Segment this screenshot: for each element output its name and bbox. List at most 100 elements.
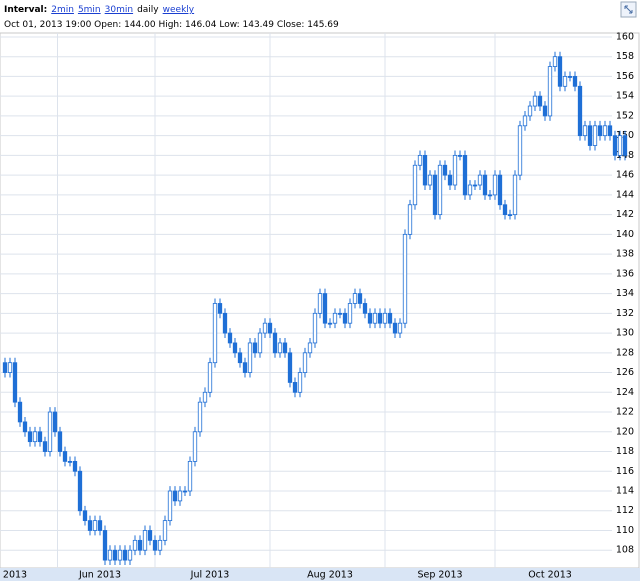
y-tick-label: 112 bbox=[616, 505, 634, 516]
candle-body bbox=[587, 125, 593, 146]
y-tick-label: 142 bbox=[616, 209, 634, 220]
y-tick-label: 156 bbox=[616, 71, 634, 82]
candle-body bbox=[327, 322, 333, 325]
candle-body bbox=[267, 322, 273, 334]
candle-body bbox=[172, 490, 178, 502]
y-tick-label: 110 bbox=[616, 525, 634, 536]
y-tick-label: 132 bbox=[616, 308, 634, 319]
candle-body bbox=[112, 549, 118, 561]
candle-body bbox=[387, 312, 393, 324]
candle-body bbox=[207, 362, 213, 393]
y-tick-label: 122 bbox=[616, 407, 634, 418]
y-tick-label: 116 bbox=[616, 466, 634, 477]
candle-body bbox=[162, 520, 168, 541]
candle-body bbox=[492, 174, 498, 196]
x-tick-label: Aug 2013 bbox=[307, 570, 353, 581]
y-tick-label: 138 bbox=[616, 249, 634, 260]
candle-body bbox=[357, 293, 363, 304]
y-tick-label: 146 bbox=[616, 170, 634, 181]
y-tick-label: 126 bbox=[616, 367, 634, 378]
candle-body bbox=[247, 342, 253, 373]
candle-body bbox=[197, 401, 203, 433]
interval-link[interactable]: 2min bbox=[51, 5, 74, 15]
candle-body bbox=[287, 352, 293, 383]
y-tick-label: 140 bbox=[616, 229, 634, 240]
candle-body bbox=[92, 520, 98, 531]
candle-body bbox=[152, 539, 158, 551]
candle-body bbox=[312, 312, 318, 344]
y-tick-label: 158 bbox=[616, 51, 634, 62]
candle-body bbox=[167, 490, 173, 522]
x-tick-label: Sep 2013 bbox=[417, 570, 462, 581]
candle-body bbox=[62, 451, 68, 462]
candle-body bbox=[337, 312, 343, 315]
candle-body bbox=[427, 174, 433, 186]
info-row: Oct 01, 2013 19:00 Open: 144.00 High: 14… bbox=[4, 20, 339, 30]
candle-body bbox=[352, 293, 358, 304]
candle-body bbox=[272, 332, 278, 354]
interval-link[interactable]: 5min bbox=[77, 5, 101, 15]
x-axis-band bbox=[0, 568, 640, 581]
candle-body bbox=[417, 154, 423, 166]
candle-body bbox=[377, 312, 383, 324]
candle-body bbox=[222, 312, 228, 334]
candle-body bbox=[402, 233, 408, 324]
candle-body bbox=[282, 342, 288, 354]
candle-body bbox=[487, 194, 493, 197]
candle-body bbox=[532, 95, 538, 107]
candle-body bbox=[137, 539, 143, 551]
y-tick-label: 136 bbox=[616, 268, 634, 279]
candle-body bbox=[597, 125, 603, 137]
candle-body bbox=[7, 362, 13, 373]
candle-body bbox=[537, 95, 543, 107]
header: Interval: 2min 5min 30min daily weekly Oct 01… bbox=[4, 3, 339, 33]
candle-body bbox=[342, 312, 348, 324]
candle-body bbox=[577, 85, 583, 137]
candle-body bbox=[332, 312, 338, 324]
y-tick-label: 118 bbox=[616, 446, 634, 457]
candle-body bbox=[82, 510, 88, 522]
interval-row: Interval: 2min 5min 30min daily weekly bbox=[4, 3, 339, 18]
candle-body bbox=[437, 164, 443, 216]
candle-body bbox=[527, 105, 533, 117]
candle-body bbox=[507, 214, 513, 217]
candle-body bbox=[72, 460, 78, 472]
candle-body bbox=[157, 539, 163, 551]
candle-body bbox=[512, 174, 518, 216]
candle-body bbox=[57, 431, 63, 452]
candle-body bbox=[252, 342, 258, 354]
y-tick-label: 114 bbox=[616, 486, 634, 497]
candle-body bbox=[127, 549, 133, 561]
candle-body bbox=[302, 352, 308, 373]
candle-body bbox=[242, 362, 248, 373]
candle-body bbox=[382, 312, 388, 324]
candle-body bbox=[307, 342, 313, 354]
candle-body bbox=[292, 382, 298, 393]
candle-body bbox=[317, 293, 323, 314]
candle-body bbox=[107, 549, 113, 561]
candle-body bbox=[582, 125, 588, 137]
candle-body bbox=[102, 530, 108, 561]
candle-body bbox=[517, 125, 523, 176]
candle-body bbox=[232, 342, 238, 354]
candle-body bbox=[22, 421, 28, 433]
interval-link[interactable]: 30min bbox=[104, 5, 134, 15]
y-tick-label: 152 bbox=[616, 110, 634, 121]
resize-icon[interactable] bbox=[620, 1, 637, 18]
candle-body bbox=[132, 539, 138, 551]
candle-body bbox=[412, 164, 418, 206]
candle-body bbox=[32, 431, 38, 443]
candle-body bbox=[407, 204, 413, 235]
candle-body bbox=[482, 174, 488, 196]
candle-body bbox=[592, 125, 598, 146]
candle-body bbox=[2, 362, 8, 373]
candle-body bbox=[147, 530, 153, 541]
y-tick-label: 134 bbox=[616, 288, 634, 299]
candle-body bbox=[367, 312, 373, 324]
interval-link[interactable]: weekly bbox=[162, 5, 195, 15]
candle-body bbox=[567, 76, 573, 78]
candle-body bbox=[212, 303, 218, 364]
candle-body bbox=[12, 362, 18, 403]
y-tick-label: 108 bbox=[616, 545, 634, 556]
